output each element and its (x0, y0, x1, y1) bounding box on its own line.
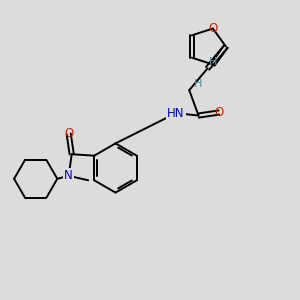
Text: N: N (64, 169, 73, 182)
Text: O: O (208, 22, 218, 35)
Text: O: O (214, 106, 224, 119)
Text: H: H (209, 57, 217, 67)
Text: HN: HN (167, 106, 185, 120)
Text: H: H (194, 79, 202, 88)
Text: O: O (64, 127, 73, 140)
